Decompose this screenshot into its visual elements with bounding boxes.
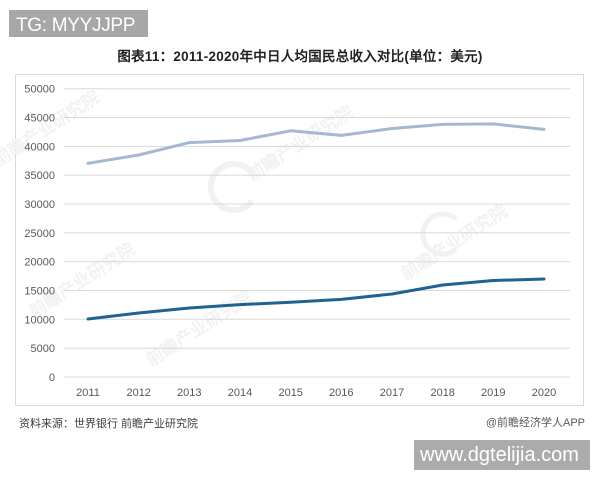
svg-text:2014: 2014 — [228, 387, 252, 399]
svg-text:2018: 2018 — [430, 387, 454, 399]
svg-text:5000: 5000 — [31, 343, 55, 355]
svg-text:45000: 45000 — [24, 113, 55, 125]
svg-text:2019: 2019 — [481, 387, 505, 399]
svg-text:2013: 2013 — [177, 387, 201, 399]
svg-text:15000: 15000 — [24, 286, 55, 298]
svg-text:10000: 10000 — [24, 314, 55, 326]
svg-text:2017: 2017 — [380, 387, 404, 399]
svg-text:30000: 30000 — [24, 199, 55, 211]
svg-text:40000: 40000 — [24, 141, 55, 153]
svg-text:0: 0 — [49, 372, 55, 384]
svg-text:20000: 20000 — [24, 257, 55, 269]
svg-text:2015: 2015 — [278, 387, 302, 399]
svg-text:25000: 25000 — [24, 228, 55, 240]
svg-text:2020: 2020 — [532, 387, 556, 399]
svg-text:50000: 50000 — [24, 84, 55, 96]
svg-text:2012: 2012 — [126, 387, 150, 399]
svg-text:2016: 2016 — [329, 387, 353, 399]
svg-text:2011: 2011 — [76, 387, 100, 399]
svg-text:35000: 35000 — [24, 170, 55, 182]
